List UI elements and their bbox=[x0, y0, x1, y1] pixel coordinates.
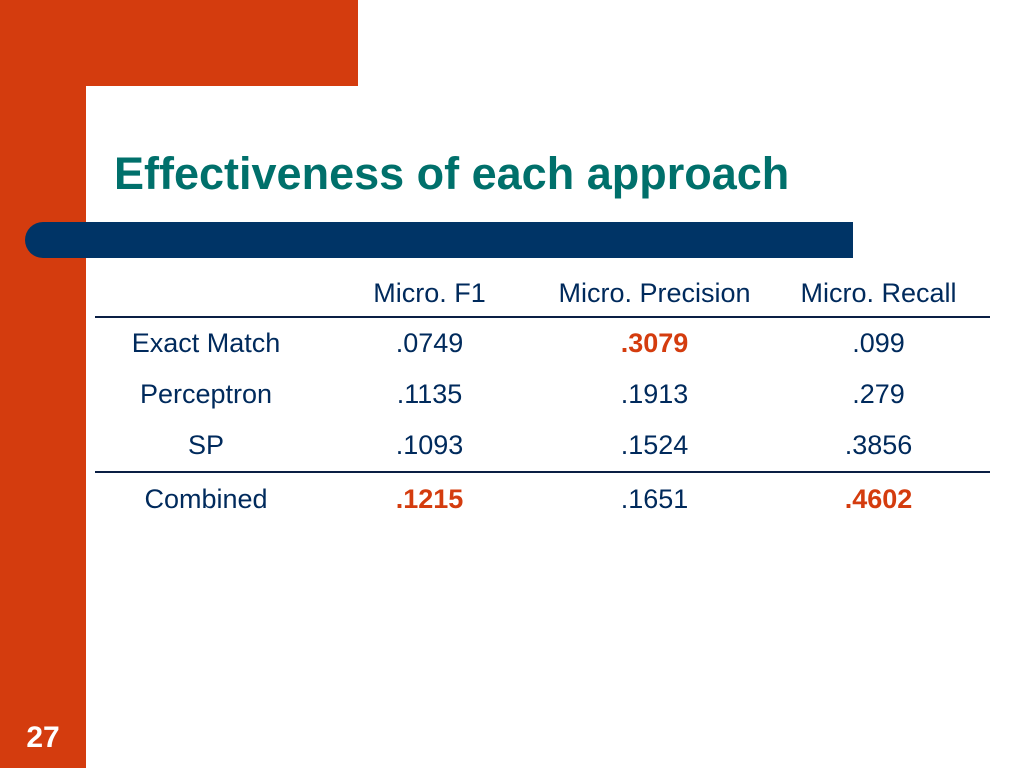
accent-left-bar bbox=[0, 0, 86, 768]
cell-recall-highlighted: .4602 bbox=[767, 471, 990, 525]
cell-recall: .279 bbox=[852, 379, 905, 409]
row-label: SP bbox=[187, 430, 225, 460]
cell-precision-highlighted: .3079 bbox=[620, 328, 689, 358]
slide-title: Effectiveness of each approach bbox=[114, 148, 790, 199]
accent-top-block bbox=[0, 0, 358, 86]
cell-f1: .1135 bbox=[396, 379, 463, 409]
cell-precision: .1524 bbox=[620, 430, 689, 460]
cell-precision: .1651 bbox=[542, 471, 767, 525]
title-underline-bar bbox=[25, 222, 853, 258]
table-row: Perceptron .1135 .1913 .279 bbox=[95, 369, 990, 420]
cell-recall: .3856 bbox=[844, 430, 913, 460]
results-table: Micro. F1 Micro. Precision Micro. Recall… bbox=[95, 268, 990, 525]
header-micro-recall: Micro. Recall bbox=[767, 268, 990, 318]
cell-f1-highlighted: .1215 bbox=[317, 471, 542, 525]
page-number: 27 bbox=[26, 721, 60, 754]
cell-f1: .1093 bbox=[395, 430, 464, 460]
row-label: Perceptron bbox=[139, 379, 273, 409]
header-micro-f1: Micro. F1 bbox=[317, 268, 542, 318]
cell-f1: .0749 bbox=[395, 328, 464, 358]
header-empty bbox=[95, 268, 317, 318]
row-label: Exact Match bbox=[131, 328, 281, 358]
header-micro-precision: Micro. Precision bbox=[542, 268, 767, 318]
table-row: SP .1093 .1524 .3856 bbox=[95, 420, 990, 472]
table-header-row: Micro. F1 Micro. Precision Micro. Recall bbox=[95, 268, 990, 318]
cell-precision: .1913 bbox=[620, 379, 689, 409]
table-row: Combined .1215 .1651 .4602 bbox=[95, 471, 990, 525]
row-label: Combined bbox=[95, 471, 317, 525]
content-panel bbox=[86, 86, 1024, 768]
table-row: Exact Match .0749 .3079 .099 bbox=[95, 317, 990, 369]
cell-recall: .099 bbox=[852, 328, 905, 358]
